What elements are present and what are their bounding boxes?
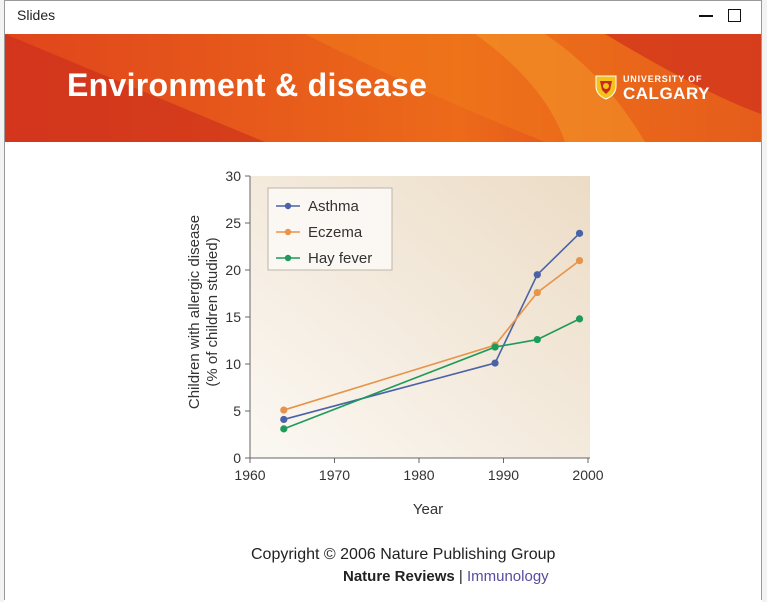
legend-label-hay-fever: Hay fever bbox=[308, 250, 372, 267]
slides-window: Slides Environment & disease bbox=[4, 0, 762, 600]
maximize-button[interactable] bbox=[726, 7, 744, 25]
data-point-hay-fever bbox=[575, 315, 584, 323]
copyright-text: Copyright © 2006 Nature Publishing Group bbox=[251, 546, 556, 563]
allergy-chart: 1960 1970 1980 1990 2000 0 5 10 15 20 25 30 Asthma E… bbox=[175, 164, 605, 554]
journal-subtitle: Immunology bbox=[466, 568, 549, 585]
y-tick-label: 30 bbox=[225, 168, 241, 184]
data-point-eczema bbox=[280, 406, 288, 414]
legend-label-eczema: Eczema bbox=[308, 224, 363, 241]
journal-separator: | bbox=[458, 568, 463, 585]
banner-background bbox=[5, 34, 761, 142]
journal-credit: Nature Reviews | Immunology bbox=[343, 568, 549, 585]
data-point-hay-fever bbox=[280, 425, 288, 433]
legend-marker-eczema bbox=[284, 228, 292, 236]
slide-heading: Environment & disease bbox=[67, 67, 428, 103]
series-line-eczema bbox=[283, 259, 581, 411]
x-tick-label: 1980 bbox=[403, 467, 434, 483]
x-tick-label: 1970 bbox=[319, 467, 350, 483]
legend-marker-hay-fever bbox=[284, 254, 292, 262]
legend-label-asthma: Asthma bbox=[308, 198, 360, 215]
data-point-hay-fever bbox=[491, 343, 499, 351]
y-axis-label: Children with allergic disease bbox=[186, 215, 203, 409]
logo-text-bottom: CALGARY bbox=[623, 84, 710, 103]
x-axis-label: Year bbox=[413, 501, 443, 518]
x-tick-label: 1960 bbox=[234, 467, 265, 483]
chart-svg: 1960 1970 1980 1990 2000 0 5 10 15 20 25 30 Asthma E… bbox=[186, 168, 604, 518]
y-axis-label-unit: (% of children studied) bbox=[204, 237, 221, 386]
x-tick-label: 1990 bbox=[488, 467, 519, 483]
journal-name: Nature Reviews bbox=[343, 568, 455, 585]
y-tick-label: 5 bbox=[233, 403, 241, 419]
x-tick-label: 2000 bbox=[572, 467, 603, 483]
data-point-eczema bbox=[533, 288, 541, 297]
university-logo: UNIVERSITY OF CALGARY bbox=[593, 72, 709, 106]
minimize-button[interactable] bbox=[697, 7, 715, 25]
data-point-asthma bbox=[575, 229, 584, 237]
data-point-hay-fever bbox=[533, 335, 541, 344]
data-point-asthma bbox=[533, 271, 541, 279]
data-point-eczema bbox=[575, 257, 584, 265]
window-title: Slides bbox=[17, 7, 56, 23]
title-bar[interactable]: Slides bbox=[5, 1, 761, 31]
background-edge-right bbox=[762, 0, 767, 602]
slide-canvas: Environment & disease UNIVERSITY OF CALG… bbox=[5, 34, 761, 600]
background-edge-left bbox=[0, 0, 4, 602]
series-line-hay-fever bbox=[283, 318, 580, 430]
crest-icon bbox=[595, 75, 617, 100]
logo-text-top: UNIVERSITY OF bbox=[623, 74, 703, 84]
data-point-asthma bbox=[491, 359, 499, 367]
y-tick-label: 0 bbox=[233, 450, 241, 466]
y-tick-label: 15 bbox=[225, 309, 241, 325]
y-tick-label: 10 bbox=[225, 356, 241, 372]
y-tick-label: 20 bbox=[225, 262, 241, 278]
slide-banner: Environment & disease UNIVERSITY OF CALG… bbox=[5, 34, 761, 142]
data-point-asthma bbox=[280, 415, 288, 424]
legend-marker-asthma bbox=[284, 202, 292, 210]
y-tick-label: 25 bbox=[225, 215, 241, 231]
